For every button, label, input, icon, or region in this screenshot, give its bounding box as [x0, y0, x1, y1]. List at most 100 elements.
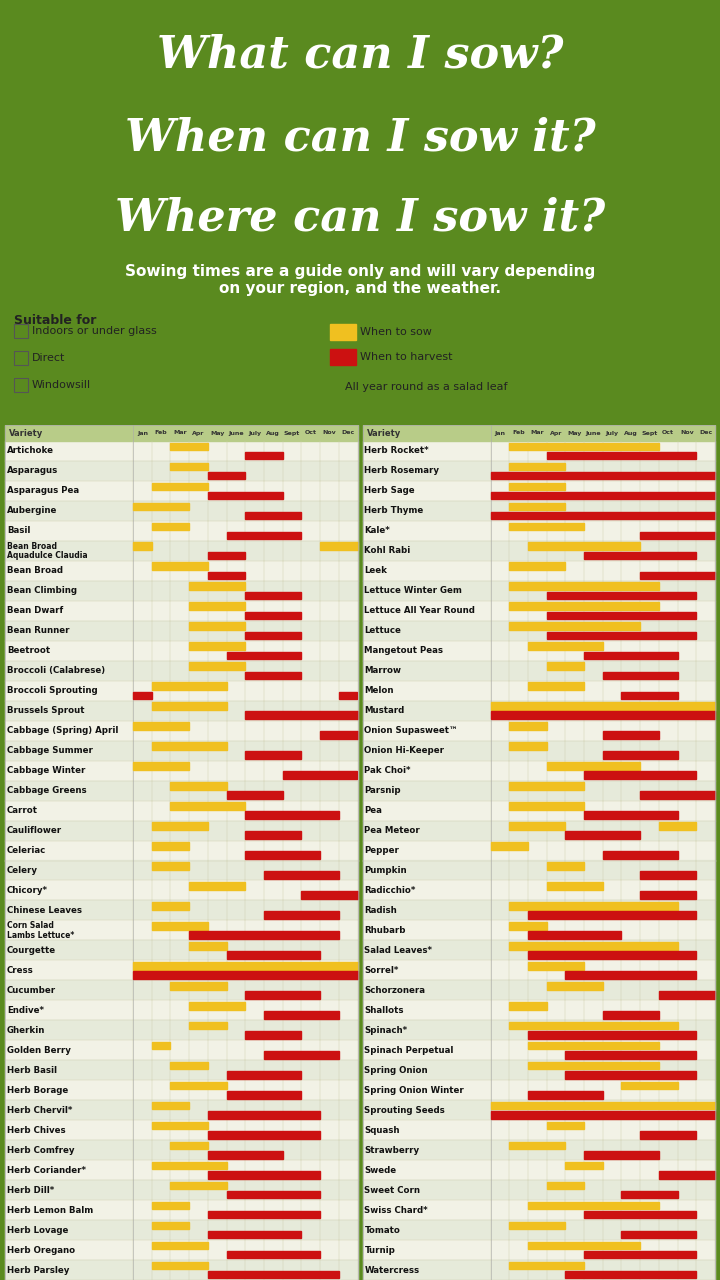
- Text: Celery: Celery: [7, 867, 38, 876]
- Bar: [584, 1211, 696, 1219]
- Bar: [362, 1240, 715, 1260]
- Bar: [362, 660, 715, 681]
- Bar: [5, 1260, 358, 1280]
- Text: Cauliflower: Cauliflower: [7, 826, 62, 835]
- Bar: [565, 1271, 696, 1279]
- Bar: [509, 782, 584, 790]
- Bar: [659, 822, 696, 829]
- Text: Pepper: Pepper: [364, 846, 400, 855]
- Text: Broccoli Sprouting: Broccoli Sprouting: [7, 686, 98, 695]
- Bar: [5, 1201, 358, 1220]
- Bar: [362, 700, 715, 721]
- Bar: [509, 742, 546, 750]
- Bar: [5, 800, 358, 820]
- Text: Oct: Oct: [662, 430, 674, 435]
- Bar: [246, 991, 320, 998]
- Bar: [133, 963, 358, 969]
- Bar: [584, 1251, 696, 1258]
- Text: Sept: Sept: [642, 430, 657, 435]
- Bar: [509, 503, 565, 511]
- Text: When to sow: When to sow: [360, 326, 432, 337]
- Text: Variety: Variety: [366, 429, 401, 438]
- Bar: [152, 522, 189, 530]
- Bar: [490, 1111, 715, 1119]
- Text: July: July: [248, 430, 261, 435]
- Bar: [246, 1032, 302, 1038]
- Bar: [208, 1231, 302, 1239]
- Text: Mangetout Peas: Mangetout Peas: [364, 646, 444, 655]
- Text: Sprouting Seeds: Sprouting Seeds: [364, 1106, 445, 1115]
- Bar: [490, 703, 715, 710]
- Bar: [509, 902, 678, 910]
- Text: Golden Berry: Golden Berry: [7, 1046, 71, 1055]
- Bar: [5, 425, 358, 1280]
- Bar: [509, 483, 565, 490]
- Text: Onion Hi-Keeper: Onion Hi-Keeper: [364, 746, 444, 755]
- Bar: [640, 572, 715, 580]
- Bar: [362, 960, 715, 980]
- Bar: [584, 552, 696, 559]
- Text: Turnip: Turnip: [364, 1245, 395, 1254]
- Text: Squash: Squash: [364, 1125, 400, 1134]
- Bar: [490, 712, 715, 719]
- Text: Herb Coriander*: Herb Coriander*: [7, 1166, 86, 1175]
- Text: June: June: [585, 430, 601, 435]
- Text: Bean Broad: Bean Broad: [7, 566, 63, 575]
- Bar: [264, 911, 339, 919]
- Text: Dec: Dec: [699, 430, 712, 435]
- Text: Sowing times are a guide only and will vary depending
on your region, and the we: Sowing times are a guide only and will v…: [125, 264, 595, 296]
- Bar: [640, 791, 715, 799]
- Bar: [490, 472, 715, 479]
- Bar: [227, 791, 283, 799]
- Text: June: June: [228, 430, 243, 435]
- Bar: [208, 1271, 339, 1279]
- Bar: [362, 561, 715, 581]
- Bar: [152, 682, 227, 690]
- Text: Chinese Leaves: Chinese Leaves: [7, 906, 82, 915]
- Bar: [152, 1162, 227, 1170]
- Bar: [264, 1051, 339, 1059]
- Text: Bean Climbing: Bean Climbing: [7, 586, 77, 595]
- Bar: [362, 800, 715, 820]
- Text: Herb Parsley: Herb Parsley: [7, 1266, 69, 1275]
- Bar: [189, 662, 246, 669]
- Bar: [5, 621, 358, 641]
- Bar: [152, 1042, 171, 1050]
- Text: All year round as a salad leaf: All year round as a salad leaf: [345, 381, 508, 392]
- Bar: [5, 980, 358, 1001]
- Bar: [546, 1181, 584, 1189]
- Bar: [603, 1011, 659, 1019]
- Bar: [546, 612, 696, 620]
- Bar: [362, 461, 715, 481]
- Bar: [362, 1160, 715, 1180]
- Bar: [5, 1140, 358, 1160]
- Bar: [189, 932, 339, 938]
- Bar: [208, 1132, 320, 1139]
- Bar: [189, 622, 246, 630]
- Bar: [246, 512, 302, 520]
- Bar: [528, 682, 584, 690]
- Bar: [5, 425, 358, 442]
- Bar: [528, 951, 696, 959]
- Bar: [5, 641, 358, 660]
- Bar: [509, 722, 546, 730]
- Bar: [5, 900, 358, 920]
- Bar: [509, 1142, 565, 1149]
- Bar: [362, 741, 715, 760]
- Bar: [152, 1221, 189, 1229]
- Bar: [246, 612, 302, 620]
- Bar: [546, 863, 584, 869]
- Text: Oct: Oct: [305, 430, 317, 435]
- Bar: [362, 425, 715, 1280]
- Bar: [362, 481, 715, 500]
- Text: Rhubarb: Rhubarb: [364, 925, 406, 934]
- Bar: [546, 982, 603, 989]
- Bar: [509, 942, 678, 950]
- Bar: [189, 643, 246, 650]
- Bar: [171, 782, 227, 790]
- Bar: [546, 882, 603, 890]
- Bar: [509, 582, 659, 590]
- Bar: [362, 1080, 715, 1101]
- Bar: [528, 1242, 640, 1249]
- Text: Broccoli (Calabrese): Broccoli (Calabrese): [7, 666, 105, 676]
